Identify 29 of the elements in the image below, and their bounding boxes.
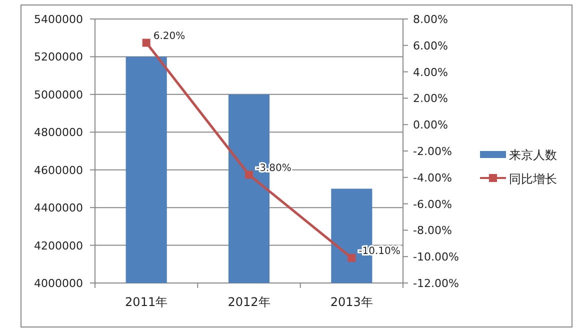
point [142,38,150,47]
y2-tick-label: 8.00% [413,13,448,26]
y-tick-label: 4600000 [34,164,83,177]
y-tick-label: 4000000 [34,277,83,290]
y-tick-label: 4800000 [34,126,83,140]
x-tick-label: 2013年 [330,295,373,309]
data-label: 6.20% [153,30,186,42]
y-tick-label: 5200000 [34,50,83,64]
y2-tick-label: -6.00% [413,198,452,211]
y2-tick-label: 2.00% [413,92,448,106]
y2-tick-label: 6.00% [413,39,448,52]
y2-tick-label: -10.00% [413,250,459,264]
y2-tick-label: -4.00% [413,171,452,184]
y-tick-label: 4200000 [34,239,83,252]
y2-tick-label: -12.00% [413,277,459,290]
legend-label: 同比增长 [509,172,557,186]
legend-label: 来京人数 [509,148,557,162]
data-label: -3.80% [256,162,292,174]
y-tick-label: 4400000 [34,202,83,215]
y-tick-label: 5400000 [34,13,83,26]
y2-tick-label: 4.00% [413,66,448,79]
point [348,254,356,262]
point [245,170,253,179]
y2-tick-label: 0.00% [413,118,448,132]
y2-tick-label: -2.00% [413,145,452,158]
y-tick-label: 5000000 [34,88,83,102]
y2-tick-label: -8.00% [413,224,452,238]
x-tick-label: 2012年 [228,295,270,309]
x-tick-label: 2011年 [125,295,168,309]
